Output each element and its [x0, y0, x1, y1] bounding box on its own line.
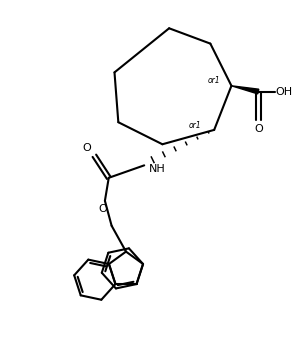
Polygon shape [232, 86, 259, 94]
Text: NH: NH [149, 164, 166, 175]
Text: or1: or1 [189, 121, 201, 129]
Text: or1: or1 [208, 76, 220, 85]
Text: OH: OH [276, 86, 293, 96]
Text: O: O [83, 143, 91, 153]
Text: O: O [254, 124, 263, 134]
Text: O: O [99, 204, 107, 214]
